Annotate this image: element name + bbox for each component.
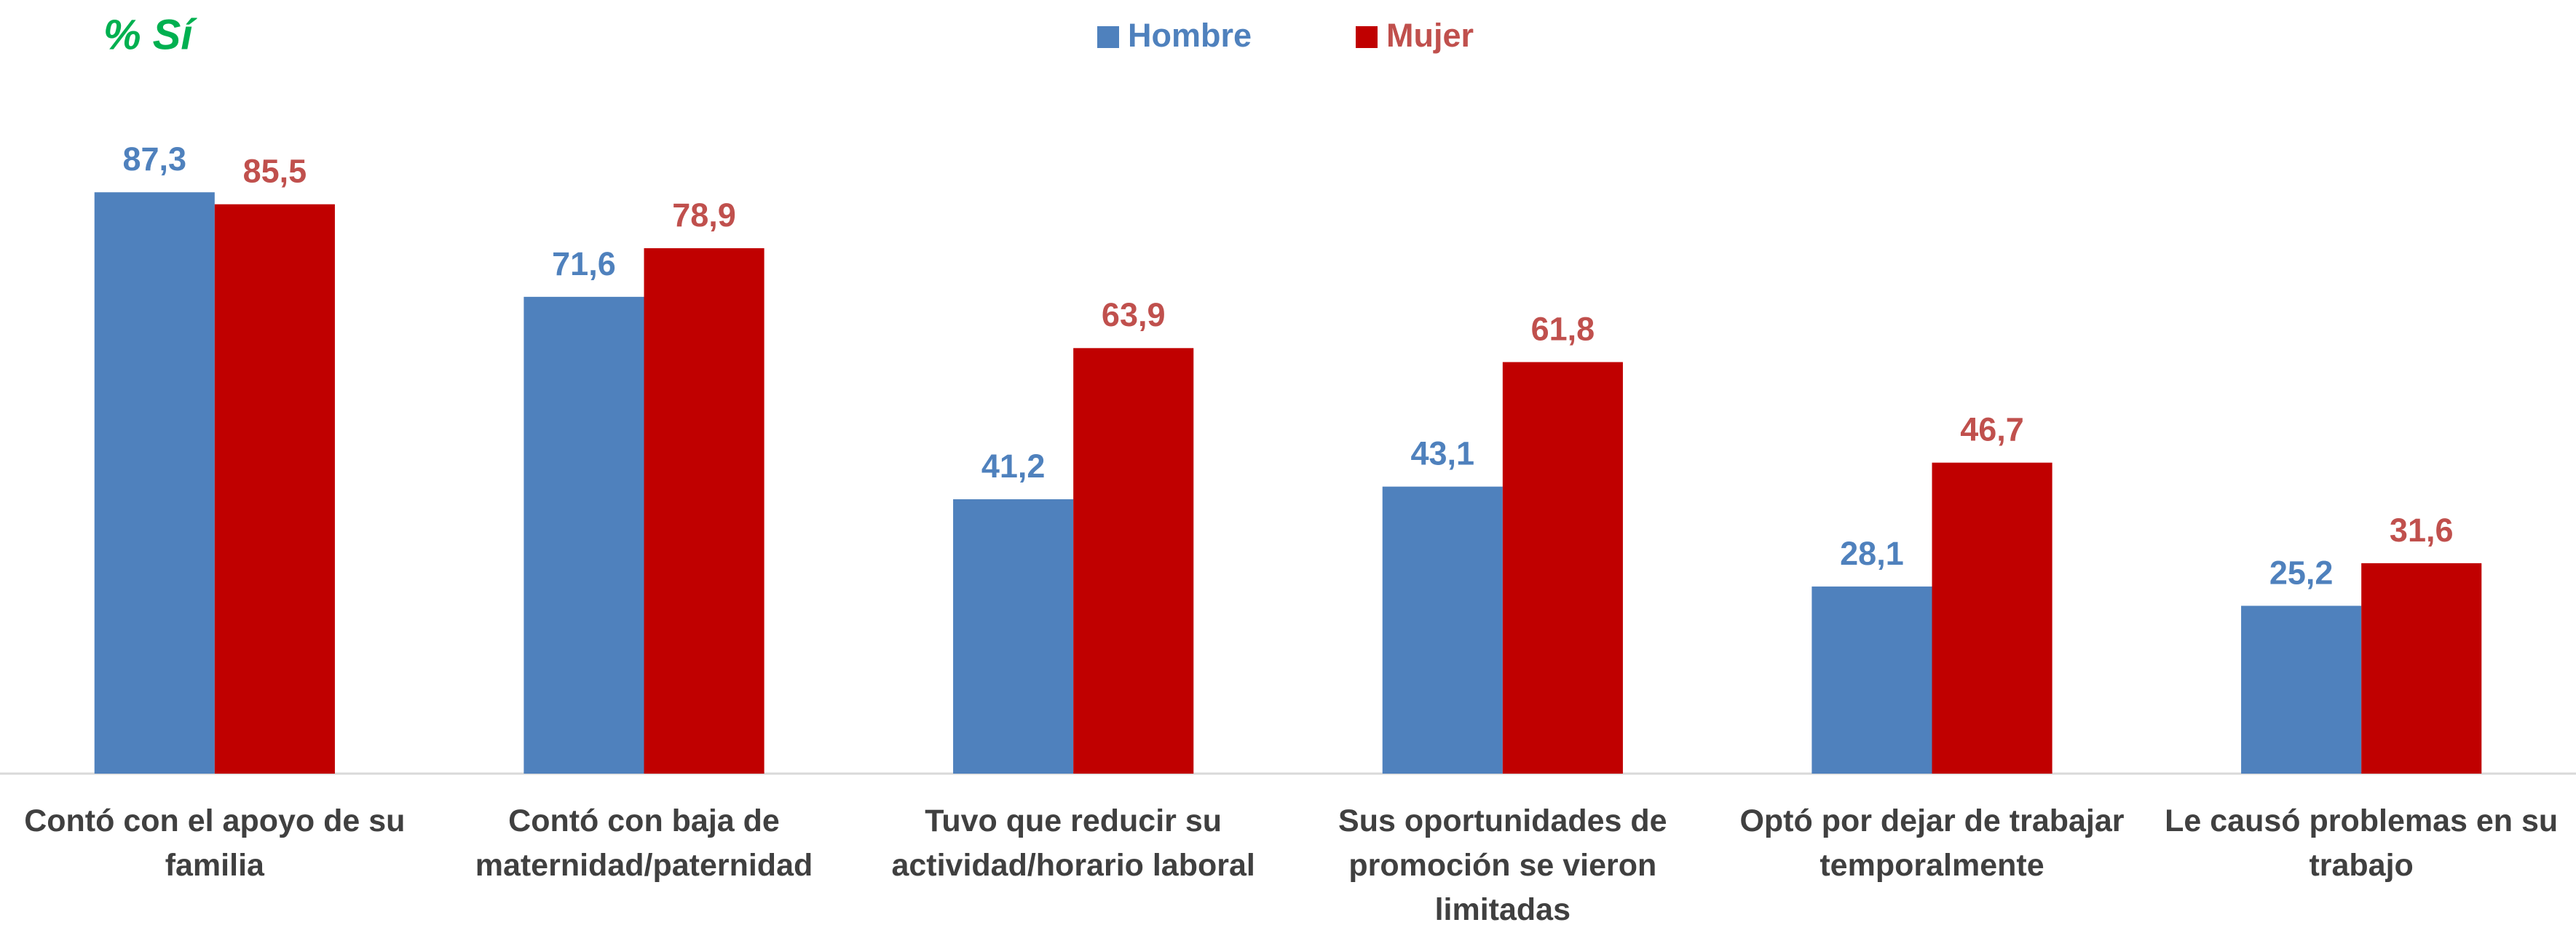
data-label: 85,5 [243, 153, 307, 190]
data-label: 41,2 [981, 448, 1046, 485]
data-label: 46,7 [1960, 411, 2024, 448]
bar [1502, 362, 1623, 774]
chart-title: % Sí [103, 11, 197, 58]
data-label: 43,1 [1410, 435, 1474, 472]
bar [2361, 563, 2482, 774]
x-tick-label: Contó con el apoyo de su familia [24, 803, 406, 883]
legend-label: Hombre [1128, 17, 1252, 54]
bar [524, 296, 644, 774]
data-label: 28,1 [1840, 535, 1904, 572]
x-tick-label: Optó por dejar de trabajar temporalmente [1739, 803, 2125, 883]
bar [1073, 348, 1194, 774]
bar [94, 192, 215, 774]
data-label: 63,9 [1102, 296, 1166, 333]
bar [953, 499, 1074, 774]
x-tick-label: Contó con baja de maternidad/paternidad [475, 803, 813, 883]
x-tick-label: Le causó problemas en su trabajo [2165, 803, 2559, 883]
bar [1932, 462, 2052, 774]
x-tick-label: Tuvo que reducir su actividad/horario la… [891, 803, 1255, 883]
bar [2241, 606, 2362, 774]
bar [1812, 586, 1932, 774]
x-tick-label: Sus oportunidades de promoción se vieron… [1338, 803, 1667, 925]
data-label: 87,3 [122, 140, 186, 178]
data-label: 61,8 [1531, 310, 1595, 347]
data-label: 71,6 [552, 245, 616, 282]
data-label: 25,2 [2269, 554, 2334, 591]
bar [1382, 486, 1503, 774]
legend-swatch [1097, 26, 1119, 48]
bar [644, 248, 764, 774]
data-label: 31,6 [2390, 512, 2454, 549]
legend-swatch [1356, 26, 1378, 48]
data-label: 78,9 [672, 196, 736, 234]
bar [214, 204, 335, 774]
legend-label: Mujer [1386, 17, 1474, 54]
